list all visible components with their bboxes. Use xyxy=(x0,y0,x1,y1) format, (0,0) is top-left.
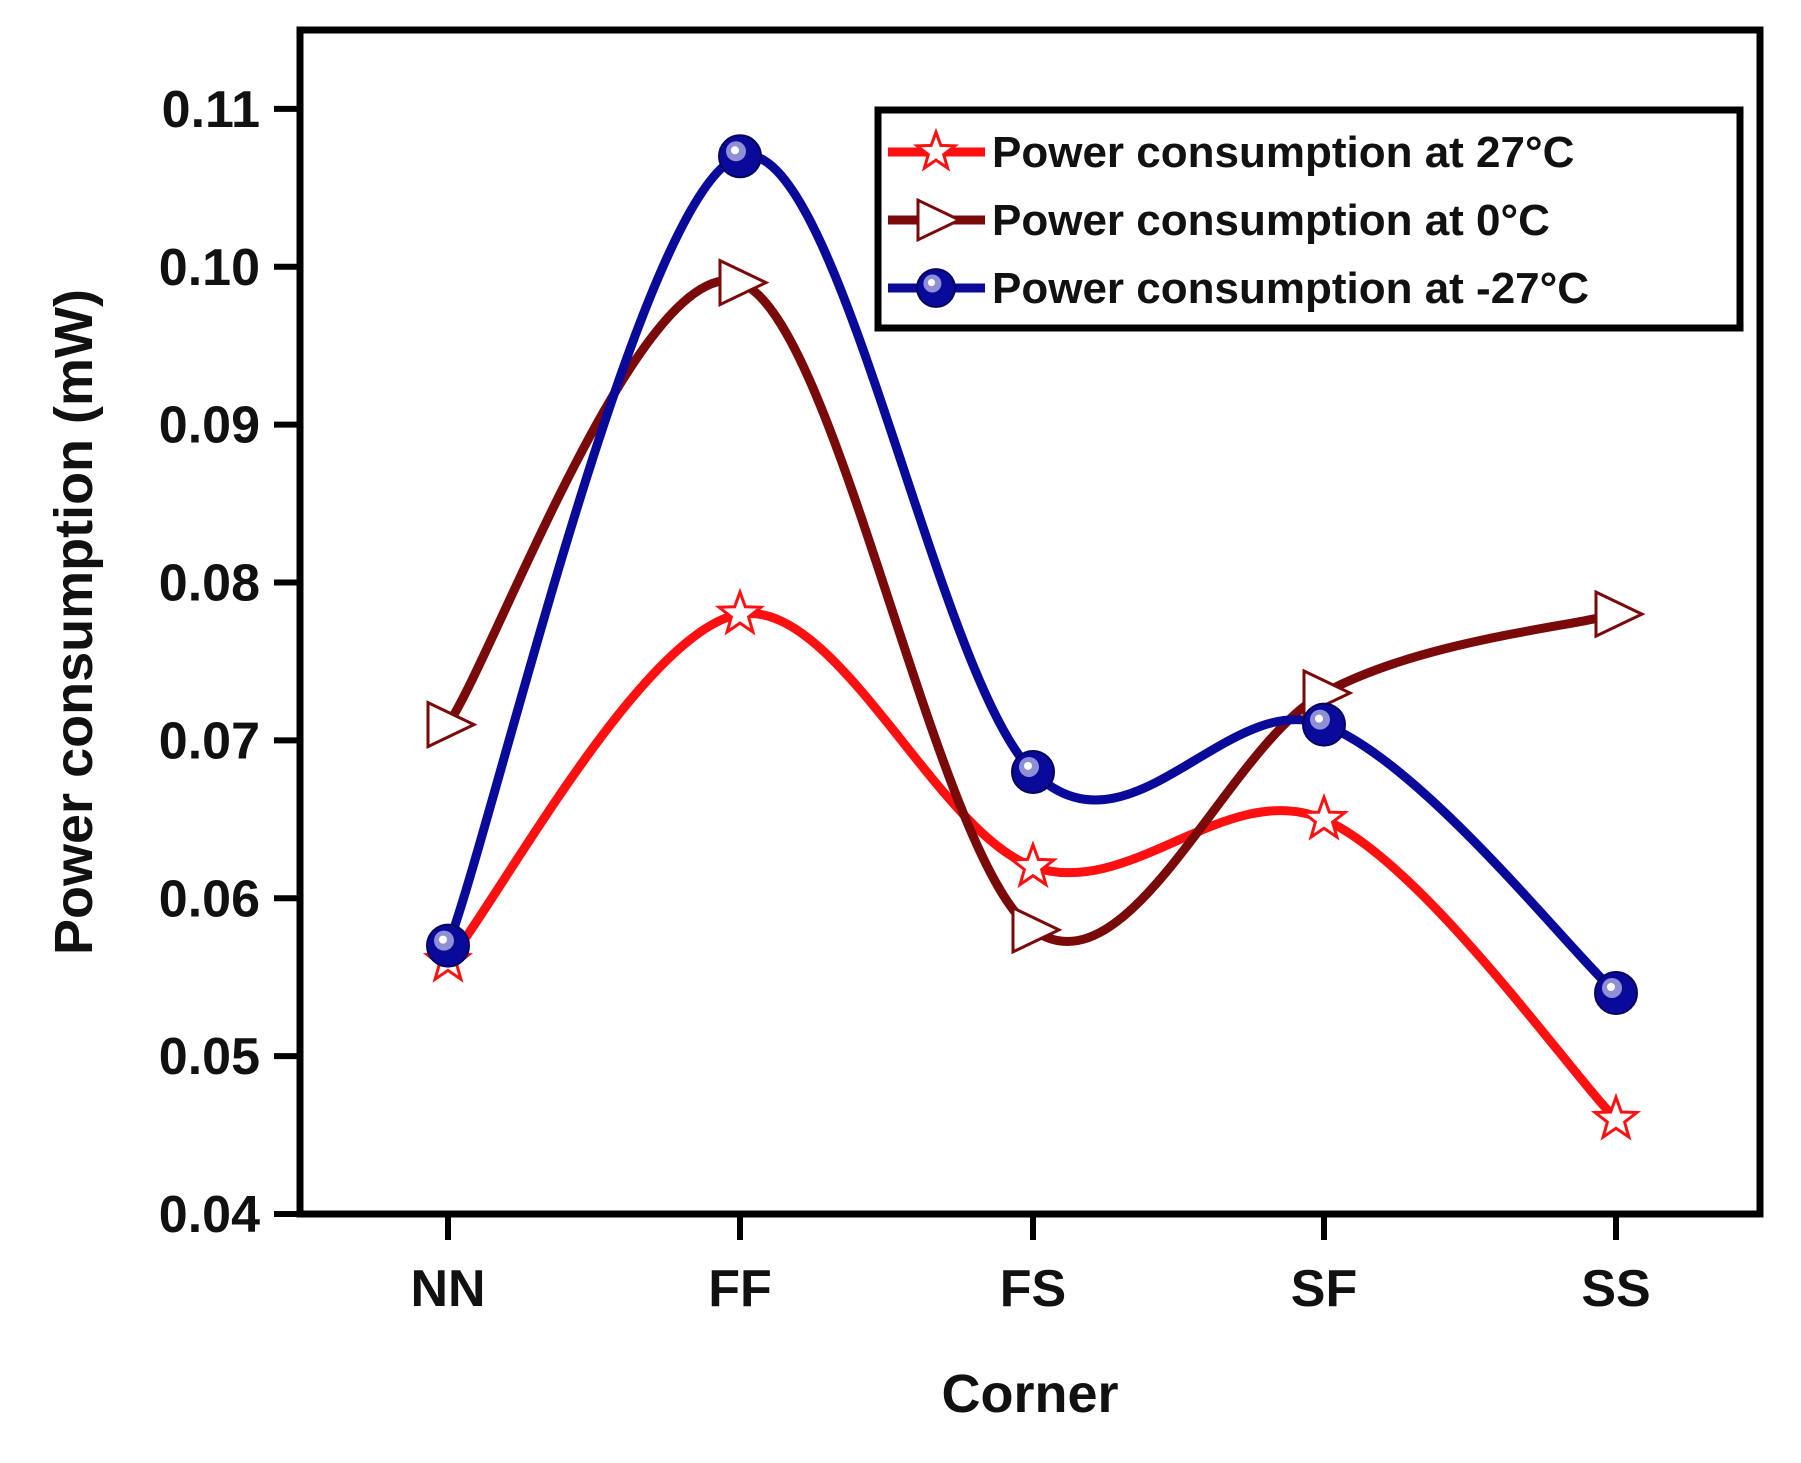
data-point-0-sf xyxy=(1298,792,1350,841)
legend: Power consumption at 27°C Power consumpti… xyxy=(874,106,1744,332)
y-tick-label: 0.04 xyxy=(159,1186,260,1244)
legend-marker-2 xyxy=(916,268,956,308)
x-tick-label-sf: SF xyxy=(1291,1260,1357,1318)
data-point-1-ss xyxy=(1594,589,1646,639)
y-tick-label: 0.06 xyxy=(159,870,260,928)
y-tick-label: 0.10 xyxy=(159,239,260,297)
data-point-2-nn xyxy=(426,923,470,968)
data-point-0-ss xyxy=(1590,1092,1642,1141)
data-point-2-ss xyxy=(1594,970,1638,1015)
x-tick-label-ss: SS xyxy=(1581,1260,1650,1318)
x-tick-label-nn: NN xyxy=(410,1260,485,1318)
x-tick-label-ff: FF xyxy=(708,1260,772,1318)
data-point-0-fs xyxy=(1007,840,1059,889)
x-axis-title: Corner xyxy=(941,1364,1118,1424)
legend-label-2: Power consumption at -27°C xyxy=(992,264,1589,313)
y-tick-label: 0.05 xyxy=(159,1028,260,1086)
y-tick-label: 0.08 xyxy=(159,555,260,613)
legend-marker-1 xyxy=(916,197,963,243)
y-tick-label: 0.07 xyxy=(159,712,260,770)
y-tick-label: 0.09 xyxy=(159,397,260,455)
data-point-2-fs xyxy=(1011,749,1055,794)
data-point-2-ff xyxy=(718,134,762,179)
legend-marker-0 xyxy=(913,127,959,172)
data-point-1-nn xyxy=(426,700,478,749)
data-point-2-sf xyxy=(1302,702,1346,747)
data-point-0-ff xyxy=(714,587,766,636)
data-point-1-ff xyxy=(718,258,770,307)
y-axis-title: Power consumption (mW) xyxy=(44,289,104,955)
series-layer xyxy=(422,134,1646,1141)
series-line-2 xyxy=(443,150,1621,998)
x-tick-label-fs: FS xyxy=(1000,1260,1066,1318)
legend-label-0: Power consumption at 27°C xyxy=(992,128,1574,177)
axis-ticks: 0.04 0.05 0.06 0.07 0.08 0.09 0.10 0.11 NN FF FS SF… xyxy=(159,81,1651,1318)
y-tick-label: 0.11 xyxy=(162,81,260,139)
legend-box xyxy=(874,106,1744,332)
data-point-1-fs xyxy=(1011,905,1063,955)
legend-label-1: Power consumption at 0°C xyxy=(992,196,1550,245)
